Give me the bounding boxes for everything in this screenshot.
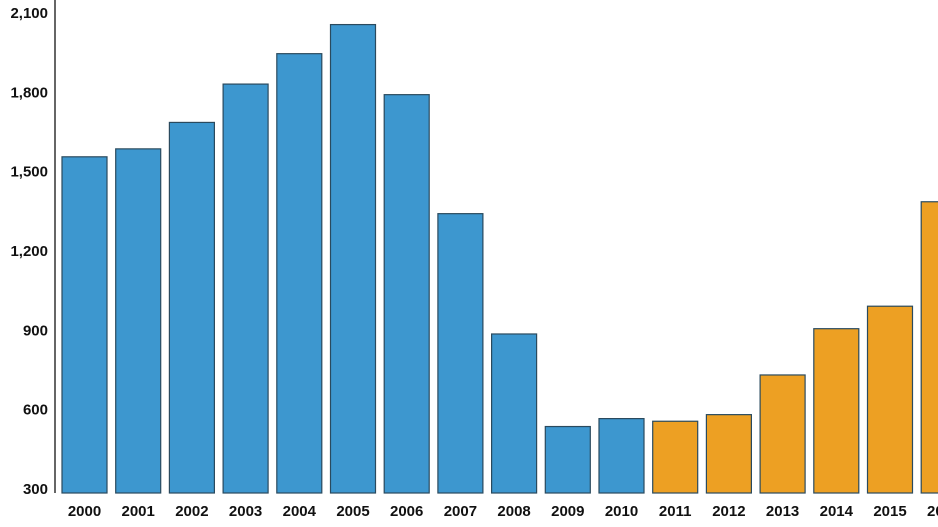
x-tick-label: 2012 — [712, 503, 745, 520]
bar — [544, 425, 591, 494]
y-tick-label: 2,100 — [10, 5, 48, 22]
bar — [168, 121, 215, 494]
x-tick-label: 2008 — [497, 503, 530, 520]
bar — [437, 213, 484, 494]
y-tick-label: 900 — [23, 322, 48, 339]
y-tick-label: 300 — [23, 481, 48, 498]
y-tick-label: 1,200 — [10, 243, 48, 260]
x-tick-label: 2005 — [336, 503, 369, 520]
x-tick-label: 2016 — [927, 503, 938, 520]
y-tick-label: 600 — [23, 402, 48, 419]
bar — [866, 305, 914, 494]
x-tick-label: 2010 — [605, 503, 638, 520]
x-tick-label: 2004 — [283, 503, 317, 520]
bar — [383, 94, 430, 494]
bar — [61, 156, 108, 494]
bar — [759, 374, 806, 494]
bar — [813, 328, 860, 494]
x-tick-label: 2000 — [68, 503, 101, 520]
x-tick-label: 2003 — [229, 503, 262, 520]
x-tick-label: 2015 — [873, 503, 906, 520]
bar — [329, 23, 377, 494]
x-tick-label: 2007 — [444, 503, 477, 520]
bar — [705, 414, 753, 494]
x-tick-label: 2013 — [766, 503, 799, 520]
bar — [222, 83, 269, 494]
bar — [115, 148, 162, 494]
bar — [652, 420, 699, 494]
y-tick-label: 1,500 — [10, 164, 48, 181]
x-tick-label: 2006 — [390, 503, 423, 520]
x-tick-label: 2009 — [551, 503, 584, 520]
x-tick-label: 2011 — [659, 503, 692, 520]
bar — [491, 333, 538, 494]
x-tick-label: 2002 — [175, 503, 208, 520]
y-tick-label: 1,800 — [10, 84, 48, 101]
x-tick-label: 2001 — [122, 503, 155, 520]
bar — [276, 53, 323, 494]
x-tick-label: 2014 — [820, 503, 854, 520]
bar — [920, 201, 938, 494]
bar — [598, 418, 645, 494]
